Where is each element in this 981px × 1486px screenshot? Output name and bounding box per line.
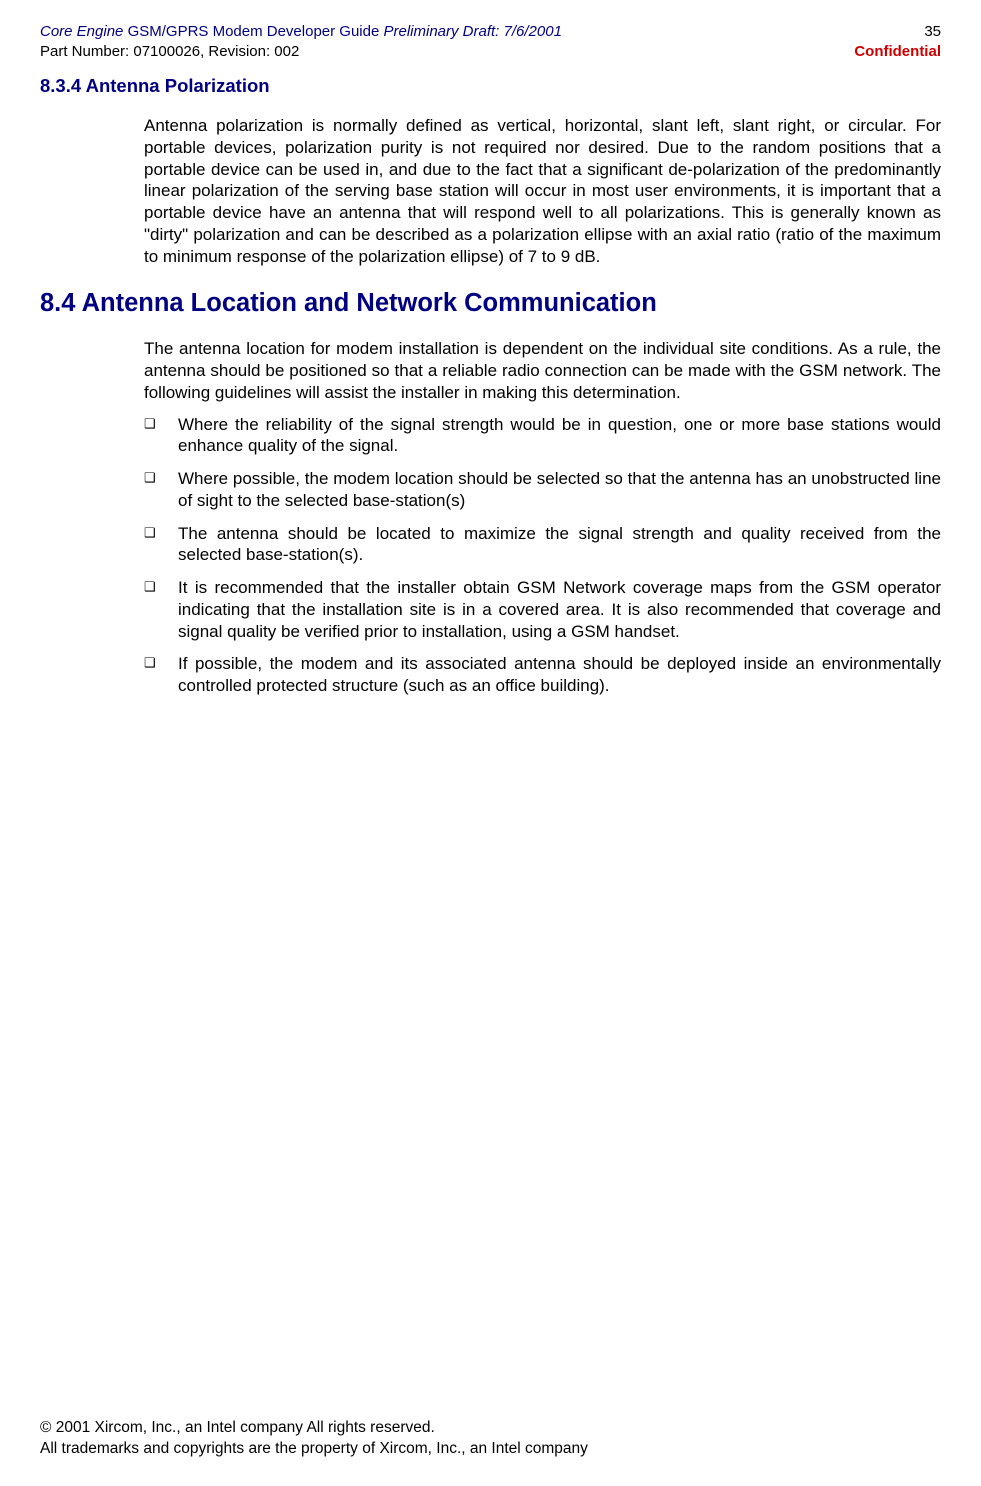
header-part-number: Part Number: 07100026, Revision: 002 bbox=[40, 42, 562, 62]
bullet-text: If possible, the modem and its associate… bbox=[178, 653, 941, 697]
footer-line2: All trademarks and copyrights are the pr… bbox=[40, 1439, 588, 1460]
bullet-icon: ❑ bbox=[144, 653, 178, 672]
list-item: ❑ It is recommended that the installer o… bbox=[144, 577, 941, 642]
footer-line1: © 2001 Xircom, Inc., an Intel company Al… bbox=[40, 1418, 588, 1439]
list-item: ❑ If possible, the modem and its associa… bbox=[144, 653, 941, 697]
list-item: ❑ Where possible, the modem location sho… bbox=[144, 468, 941, 512]
section-84-heading: 8.4 Antenna Location and Network Communi… bbox=[40, 289, 941, 318]
bullet-text: Where possible, the modem location shoul… bbox=[178, 468, 941, 512]
bullet-text: The antenna should be located to maximiz… bbox=[178, 523, 941, 567]
header-title-part2: GSM/GPRS Modem Developer Guide bbox=[128, 23, 384, 40]
header-left: Core Engine GSM/GPRS Modem Developer Gui… bbox=[40, 22, 562, 61]
header-title: Core Engine GSM/GPRS Modem Developer Gui… bbox=[40, 22, 562, 42]
header-right: 35 Confidential bbox=[854, 22, 941, 61]
bullet-icon: ❑ bbox=[144, 414, 178, 433]
header-title-part3: Preliminary Draft: 7/6/2001 bbox=[384, 23, 562, 40]
header-title-part1: Core Engine bbox=[40, 23, 128, 40]
bullet-icon: ❑ bbox=[144, 468, 178, 487]
bullet-icon: ❑ bbox=[144, 577, 178, 596]
bullet-text: Where the reliability of the signal stre… bbox=[178, 414, 941, 458]
section-834-heading: 8.3.4 Antenna Polarization bbox=[40, 75, 941, 97]
page-footer: © 2001 Xircom, Inc., an Intel company Al… bbox=[40, 1418, 588, 1460]
header-confidential: Confidential bbox=[854, 42, 941, 62]
bullet-text: It is recommended that the installer obt… bbox=[178, 577, 941, 642]
list-item: ❑ Where the reliability of the signal st… bbox=[144, 414, 941, 458]
section-84-intro: The antenna location for modem installat… bbox=[144, 338, 941, 403]
section-834-paragraph: Antenna polarization is normally defined… bbox=[144, 115, 941, 267]
list-item: ❑ The antenna should be located to maxim… bbox=[144, 523, 941, 567]
bullet-icon: ❑ bbox=[144, 523, 178, 542]
page-header: Core Engine GSM/GPRS Modem Developer Gui… bbox=[40, 22, 941, 61]
section-84-bullets: ❑ Where the reliability of the signal st… bbox=[144, 414, 941, 697]
header-page-number: 35 bbox=[924, 22, 941, 42]
